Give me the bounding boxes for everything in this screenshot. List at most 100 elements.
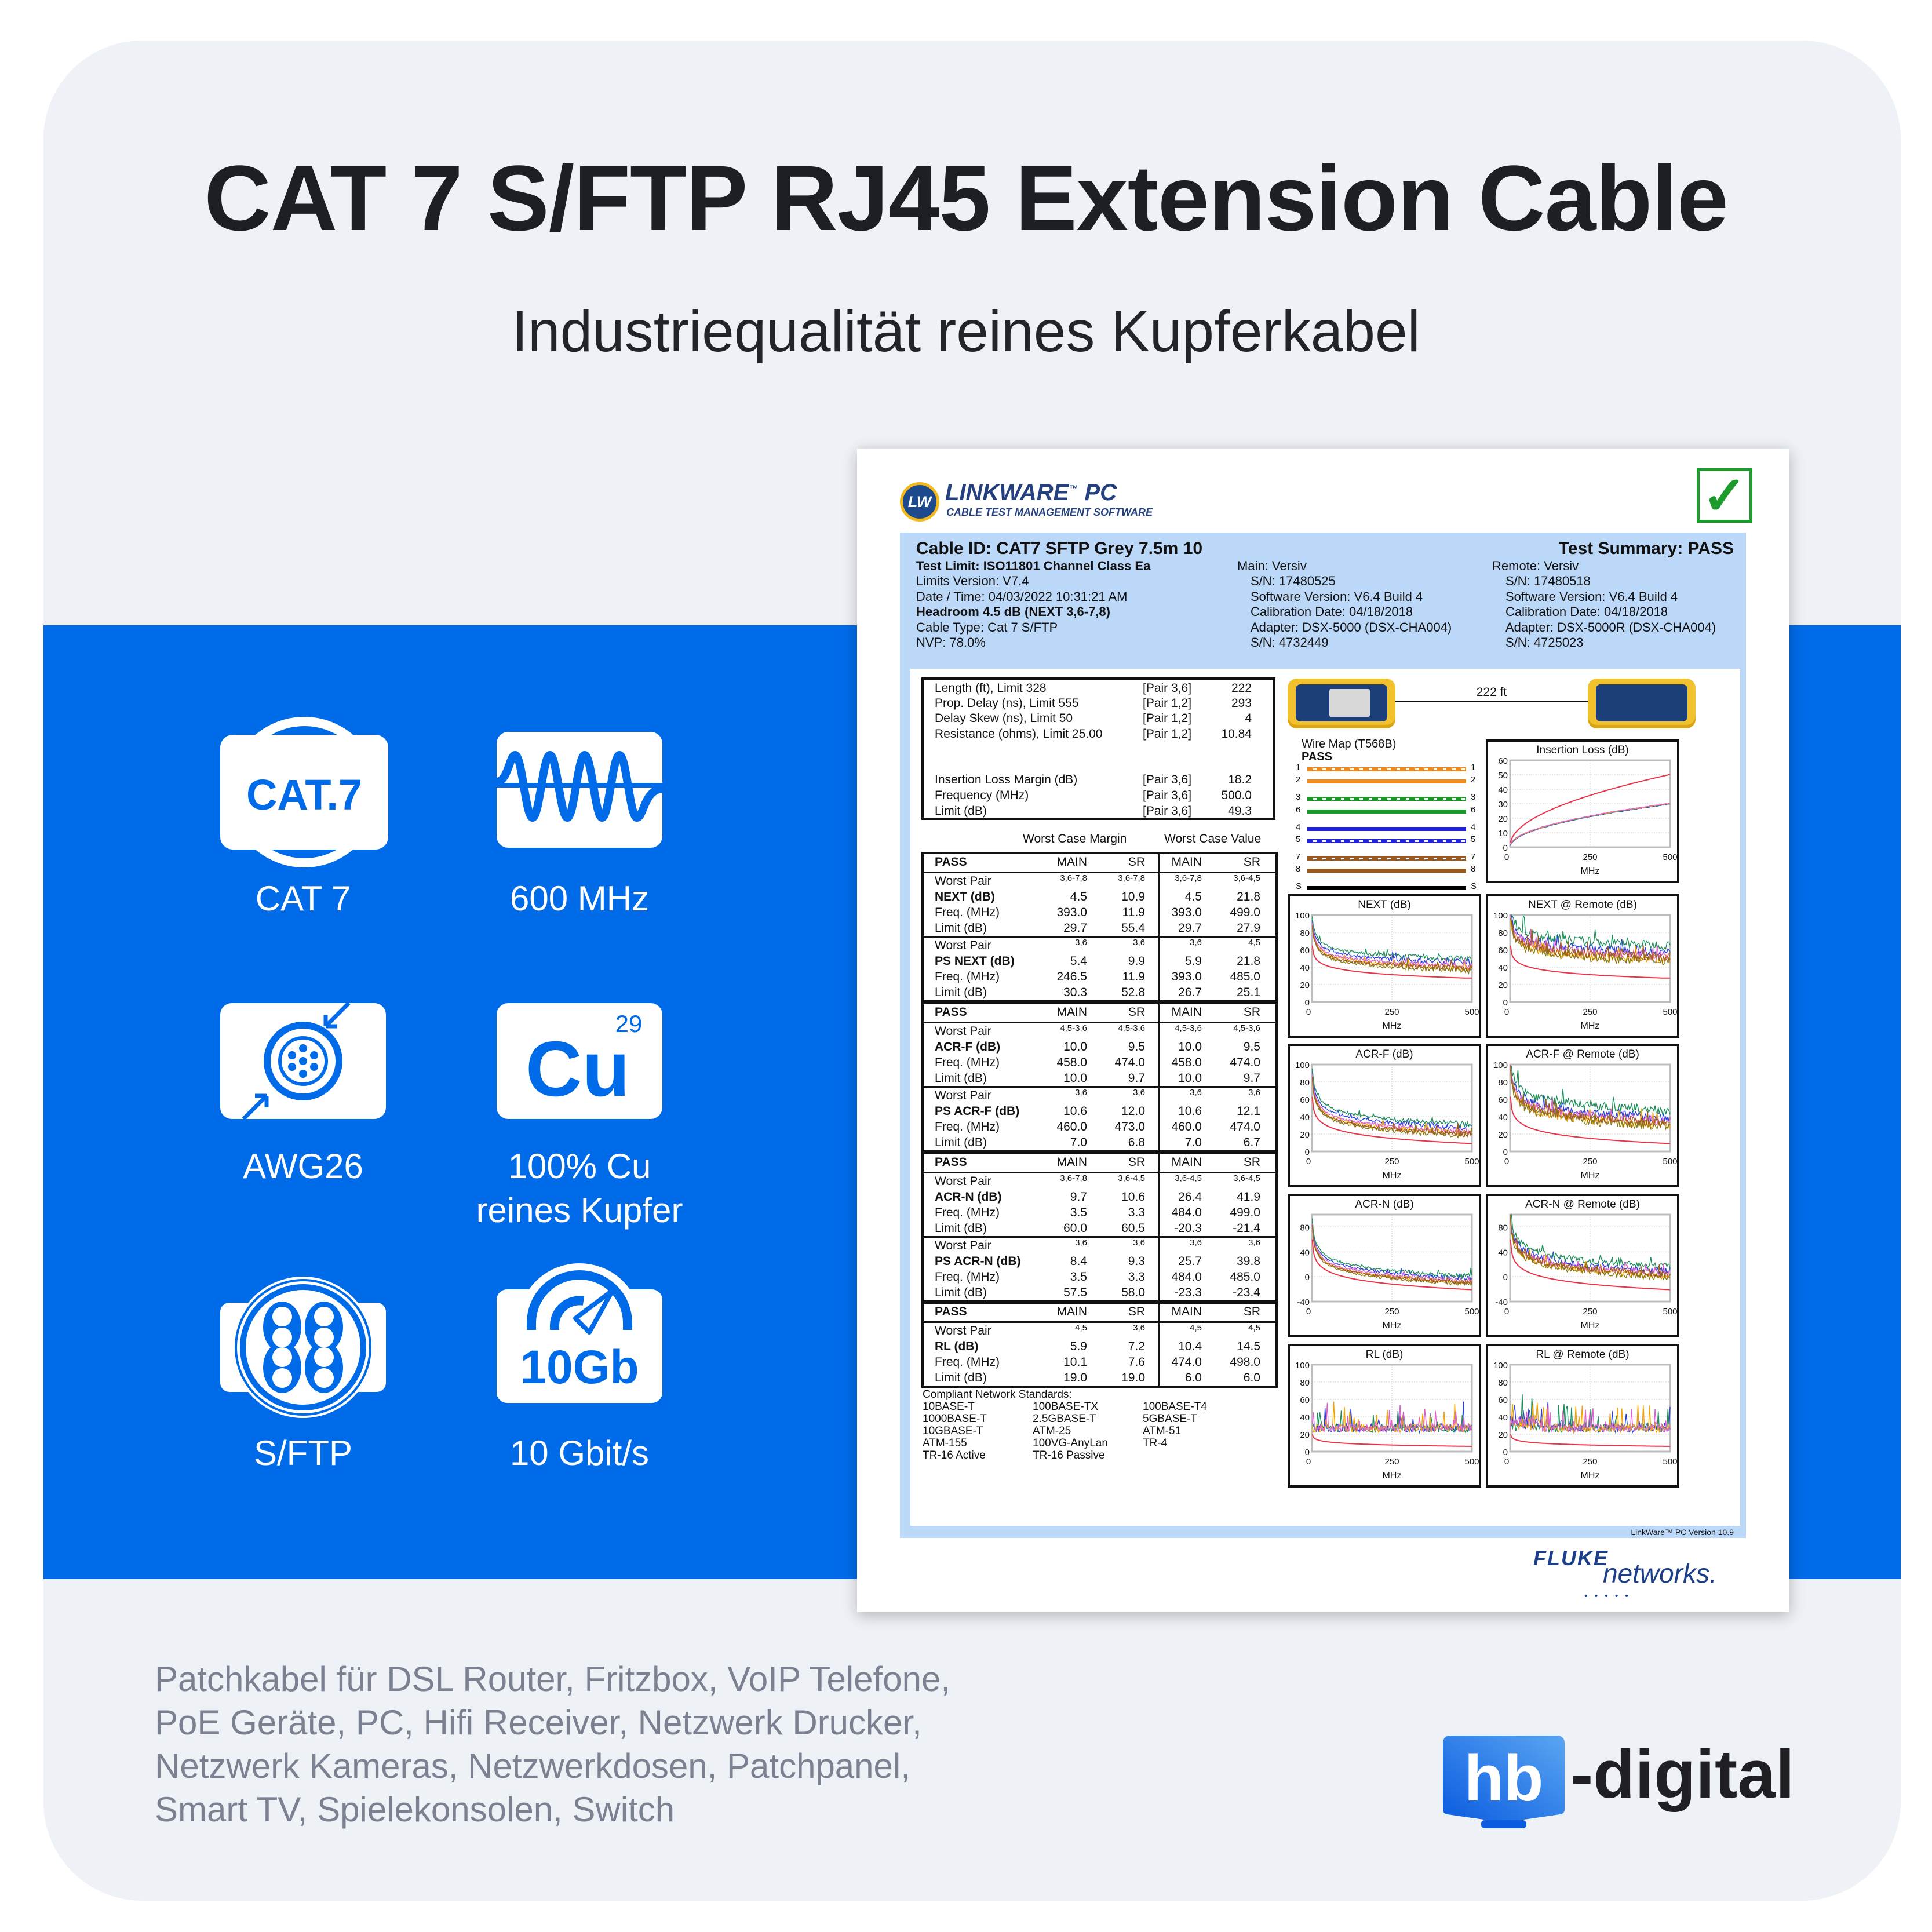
y-tick-label: 100 xyxy=(1295,911,1310,921)
wire-pin-left: S xyxy=(1296,881,1302,891)
test-info-line: Date / Time: 04/03/2022 10:31:21 AM xyxy=(916,589,1128,604)
remote-tester-device xyxy=(1588,679,1696,728)
column-header: SR xyxy=(1243,1005,1260,1019)
row-value: 474.0 xyxy=(1230,1056,1260,1069)
summary-label: Limit (dB) xyxy=(935,804,987,818)
wire-pin-right: 4 xyxy=(1471,822,1476,832)
row-value: 474.0 xyxy=(1171,1355,1202,1369)
x-tick-label: 0 xyxy=(1504,852,1509,862)
y-tick-label: 0 xyxy=(1503,1273,1508,1282)
row-value: 485.0 xyxy=(1230,970,1260,983)
y-tick-label: 60 xyxy=(1300,1395,1310,1405)
summary-value: 222 xyxy=(1231,681,1252,695)
y-tick-label: 60 xyxy=(1498,946,1508,956)
linkware-pc: PC xyxy=(1084,480,1117,505)
chart-acrfR: 0 20 40 60 80 100 0 250 500 MHz ACR-F @ Remote (dB… xyxy=(1486,1044,1679,1187)
feature-label-frequency: 600 MHz xyxy=(509,879,650,918)
summary-label: Insertion Loss Margin (dB) xyxy=(935,773,1078,786)
x-tick-label: 250 xyxy=(1583,1307,1597,1317)
y-tick-label: 0 xyxy=(1305,1147,1310,1157)
table-row: Limit (dB) 29.7 55.4 29.7 27.9 xyxy=(924,920,1275,936)
row-value: 10.0 xyxy=(1063,1040,1087,1054)
column-header: SR xyxy=(1243,855,1260,869)
test-summary: Test Summary: PASS xyxy=(1558,539,1734,558)
test-info-line: Cable Type: Cat 7 S/FTP xyxy=(916,619,1058,635)
table-header-row: PASS MAIN SR MAIN SR xyxy=(924,1004,1275,1023)
unit-info-line: Software Version: V6.4 Build 4 xyxy=(1251,589,1423,604)
measured-series-line xyxy=(1311,1221,1472,1282)
network-standard: ATM-51 xyxy=(1143,1425,1182,1437)
y-tick-label: 60 xyxy=(1498,756,1508,766)
y-tick-label: 20 xyxy=(1498,1130,1508,1140)
linkware-tm: ™ xyxy=(1069,484,1078,494)
column-divider xyxy=(1158,854,1160,1000)
wire-pair-line xyxy=(1307,839,1466,843)
fluke-dots-icon: ••••• xyxy=(1584,1591,1636,1601)
feature-label-cat7: CAT 7 xyxy=(255,879,351,918)
row-value: -21.4 xyxy=(1233,1222,1260,1235)
wire-pin-right: 3 xyxy=(1471,792,1476,802)
speedometer-icon: 10Gb xyxy=(497,1263,662,1403)
x-tick-label: 0 xyxy=(1306,1307,1311,1317)
main-unit-info: Main: Versiv S/N: 17480525 Software Versio… xyxy=(1237,559,1452,650)
x-tick-label: 500 xyxy=(1464,1007,1479,1017)
column-divider xyxy=(1158,1304,1160,1386)
row-value: 8.4 xyxy=(1070,1255,1087,1268)
row-value: 26.7 xyxy=(1178,986,1202,999)
row-value: 4,5 xyxy=(1075,1323,1087,1333)
row-label: RL (dB) xyxy=(935,1340,979,1353)
row-value: 52.8 xyxy=(1121,986,1145,999)
row-value: 460.0 xyxy=(1056,1120,1087,1133)
table-group: Worst Pair 3,6-7,8 3,6-4,5 3,6-4,5 3,6-4,5 AC… xyxy=(924,1173,1275,1238)
row-value: 3,6 xyxy=(1248,1238,1260,1248)
table-row: Worst Pair 3,6 3,6 3,6 4,5 xyxy=(924,938,1275,953)
summary-pair: [Pair 3,6] xyxy=(1143,789,1192,802)
table-status: PASS xyxy=(935,855,967,869)
column-header: SR xyxy=(1128,1155,1145,1169)
cable-line xyxy=(1395,701,1588,702)
column-header: SR xyxy=(1243,1155,1260,1169)
fluke-networks-logo: FLUKE networks. ••••• xyxy=(1533,1546,1742,1604)
row-label: NEXT (dB) xyxy=(935,890,995,903)
chart-acrnR: -40 0 40 80 0 250 500 MHz ACR-N @ Remote (dB) xyxy=(1486,1194,1679,1337)
row-value: 3,6-7,8 xyxy=(1060,1173,1087,1183)
feature-label-shielding: S/FTP xyxy=(253,1434,352,1472)
y-tick-label: 60 xyxy=(1498,1095,1508,1105)
row-label: Freq. (MHz) xyxy=(935,1355,1000,1369)
table-row: Limit (dB) 10.0 9.7 10.0 9.7 xyxy=(924,1070,1275,1086)
summary-value: 49.3 xyxy=(1228,804,1252,818)
summary-pair: [Pair 3,6] xyxy=(1143,804,1192,818)
results-table: PASS MAIN SR MAIN SR Worst Pair 4,5 3,6 4,5 4,5 RL… xyxy=(921,1302,1278,1388)
y-tick-label: 0 xyxy=(1503,1448,1508,1457)
table-group: Worst Pair 3,6 3,6 3,6 4,5 PS NEXT (dB) 5.4 9.9… xyxy=(924,938,1275,1000)
y-tick-label: 100 xyxy=(1493,1060,1508,1070)
remote-unit-info: Remote: Versiv S/N: 17480518 Software Vers… xyxy=(1492,559,1716,650)
cat7-badge-icon: CAT.7 xyxy=(220,717,388,867)
network-standard: TR-4 xyxy=(1143,1437,1168,1449)
measured-series-line xyxy=(1510,1065,1671,1128)
summary-label: Delay Skew (ns), Limit 50 xyxy=(935,712,1073,725)
plot-area xyxy=(1311,914,1473,1003)
y-tick-label: 20 xyxy=(1498,1430,1508,1440)
unit-info-line: S/N: 4732449 xyxy=(1251,635,1329,650)
test-info-line: Headroom 4.5 dB (NEXT 3,6-7,8) xyxy=(916,604,1110,619)
y-tick-label: 40 xyxy=(1498,785,1508,795)
wire-pin-right: 8 xyxy=(1471,864,1476,874)
limit-line xyxy=(1311,1239,1472,1291)
y-tick-label: 80 xyxy=(1498,1078,1508,1088)
network-standard: TR-16 Passive xyxy=(1033,1449,1105,1461)
cable-id: Cable ID: CAT7 SFTP Grey 7.5m 10 xyxy=(916,539,1203,558)
measured-series-line xyxy=(1311,920,1472,967)
test-info-line: NVP: 78.0% xyxy=(916,635,986,650)
feature-label-copper: 100% Cu reines Kupfer xyxy=(435,1144,724,1233)
usage-line: Patchkabel für DSL Router, Fritzbox, VoI… xyxy=(155,1660,950,1698)
column-header: MAIN xyxy=(1056,855,1088,869)
row-label: Worst Pair xyxy=(935,1324,991,1337)
x-tick-label: 0 xyxy=(1504,1007,1509,1017)
table-row: Limit (dB) 30.3 52.8 26.7 25.1 xyxy=(924,985,1275,1000)
y-tick-label: 60 xyxy=(1498,1395,1508,1405)
frequency-wave-icon xyxy=(497,732,662,848)
chart-title: ACR-N (dB) xyxy=(1355,1198,1414,1211)
worst-case-margin-heading: Worst Case Margin xyxy=(1023,832,1127,845)
row-value: 26.4 xyxy=(1178,1190,1202,1204)
